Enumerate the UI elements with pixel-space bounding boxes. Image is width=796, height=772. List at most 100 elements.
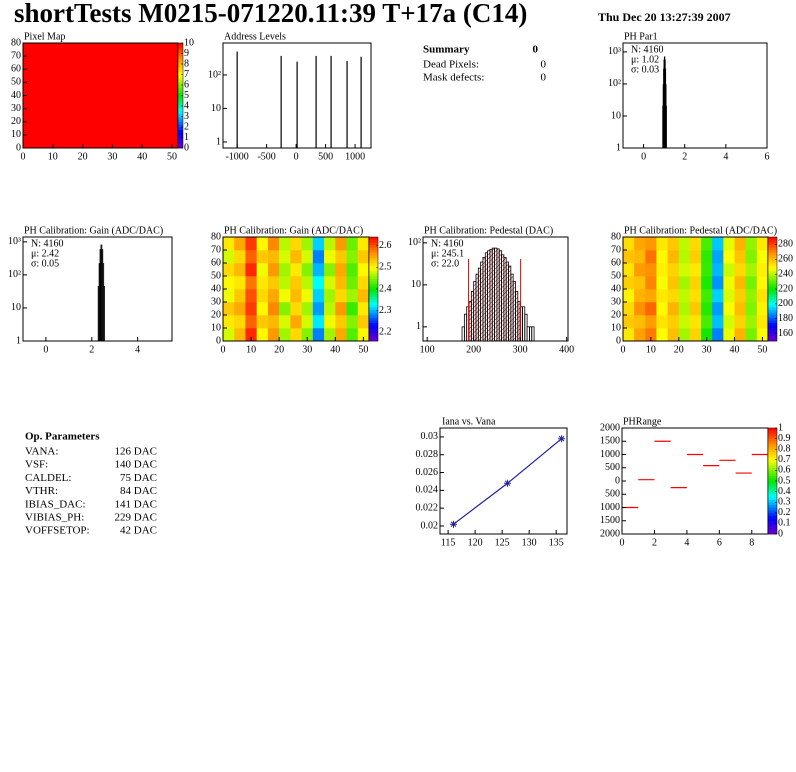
frame	[622, 42, 768, 149]
heat-cell	[301, 237, 314, 251]
heat-cell	[745, 289, 758, 303]
palette-label: 2	[184, 121, 189, 132]
heat-cell	[701, 276, 713, 290]
palette-cell	[178, 119, 183, 123]
heat-cell	[346, 237, 359, 251]
x-tick-label: 4	[135, 344, 140, 355]
summary-label: Mask defects:	[423, 72, 484, 84]
chart-panel: PH Calibration: Gain (ADC/DAC) 0 2 4 1 10 10² 1…	[8, 225, 173, 355]
heat-cell	[301, 289, 314, 303]
chart-title: PH Par1	[624, 31, 658, 42]
y-tick-label: 30	[211, 296, 221, 307]
plot-area	[23, 43, 178, 148]
x-tick-label: 10	[48, 151, 58, 162]
op-name: VSF:	[25, 459, 48, 471]
heat-cell	[712, 250, 724, 264]
palette-cell	[369, 307, 378, 311]
palette-label: 0.8	[778, 443, 791, 454]
stats-text: σ: 22.0	[431, 258, 459, 269]
heat-cell	[256, 315, 269, 329]
heat-cell	[245, 250, 257, 264]
palette-label: 1	[778, 422, 783, 433]
heat-cell	[712, 315, 724, 329]
palette-label: 240	[778, 268, 793, 279]
palette-cell	[768, 317, 777, 321]
heat-cell	[234, 289, 246, 303]
heat-cell	[290, 276, 302, 290]
y-tick-label: 0.03	[421, 431, 439, 442]
palette-cell	[178, 50, 183, 54]
heat-cell	[623, 276, 635, 290]
heat-cell	[324, 328, 336, 341]
heat-cell	[324, 237, 336, 251]
y-tick-label: 0.02	[421, 520, 439, 531]
heat-cell	[290, 237, 302, 251]
heat-cell	[745, 250, 758, 264]
x-tick-label: 0	[294, 151, 299, 162]
y-tick-label: 0	[16, 142, 21, 153]
heat-cell	[267, 289, 280, 303]
x-tick-label: 1000	[345, 151, 365, 162]
heat-cell	[678, 289, 691, 303]
plot-area	[236, 51, 362, 148]
heat-cell	[734, 263, 746, 277]
y-tick-label: 0	[615, 475, 620, 486]
palette-cell	[369, 237, 378, 240]
heat-cell	[645, 263, 657, 277]
chart-title: Address Levels	[224, 31, 286, 42]
star-marker	[558, 435, 566, 443]
heat-cell	[745, 276, 758, 290]
palette-cell	[369, 328, 378, 331]
y-tick-label: 60	[11, 64, 21, 75]
heat-cell	[745, 315, 758, 329]
palette-cell	[178, 69, 183, 73]
palette-cell	[369, 242, 378, 246]
heat-cell	[335, 250, 347, 264]
heat-cell	[756, 289, 768, 303]
heat-cell	[689, 302, 702, 316]
y-tick-label: 70	[11, 50, 21, 61]
chart-title: PH Calibration: Gain (ADC/DAC)	[24, 225, 163, 236]
heat-cell	[656, 237, 668, 251]
palette-cell	[178, 58, 183, 62]
palette-cell	[768, 338, 777, 342]
palette-cell	[178, 145, 183, 149]
y-tick-label: 20	[611, 309, 621, 320]
heat-cell	[346, 276, 359, 290]
date: Thu Dec 20 13:27:39 2007	[598, 10, 731, 24]
heat-cell	[357, 237, 369, 251]
y-tick-label: 50	[211, 270, 221, 281]
heat-cell	[667, 276, 680, 290]
x-tick-label: 2	[682, 151, 687, 162]
heat-cell	[267, 250, 280, 264]
palette-cell	[768, 315, 777, 318]
op-value: 140 DAC	[115, 459, 157, 471]
x-tick-label: 0	[620, 537, 625, 548]
op-value: 42 DAC	[120, 525, 157, 537]
heat-cell	[667, 315, 680, 329]
palette-cell	[768, 433, 777, 437]
palette-label: 0.7	[778, 454, 791, 465]
heat-cell	[734, 237, 746, 251]
heat-cell	[712, 263, 724, 277]
chart-panel: Address Levels -1000 -500 0 500 1000 1 10 10²	[208, 31, 372, 162]
palette-cell	[768, 296, 777, 300]
palette-cell	[768, 510, 777, 514]
palette-cell	[369, 317, 378, 321]
y-tick-label: 500	[605, 489, 620, 500]
palette-cell	[369, 333, 378, 337]
palette-cell	[369, 330, 378, 334]
palette-label: 7	[184, 69, 189, 80]
heat-cell	[234, 328, 246, 341]
palette-cell	[768, 496, 777, 500]
palette-cell	[768, 283, 777, 287]
palette-cell	[178, 64, 183, 67]
palette-cell	[178, 85, 183, 88]
palette-cell	[768, 449, 777, 453]
plot-area	[461, 247, 535, 341]
heat-cell	[623, 315, 635, 329]
palette-label: 0.9	[778, 433, 791, 444]
palette-label: 180	[778, 313, 793, 324]
palette-label: 0.5	[778, 475, 791, 486]
